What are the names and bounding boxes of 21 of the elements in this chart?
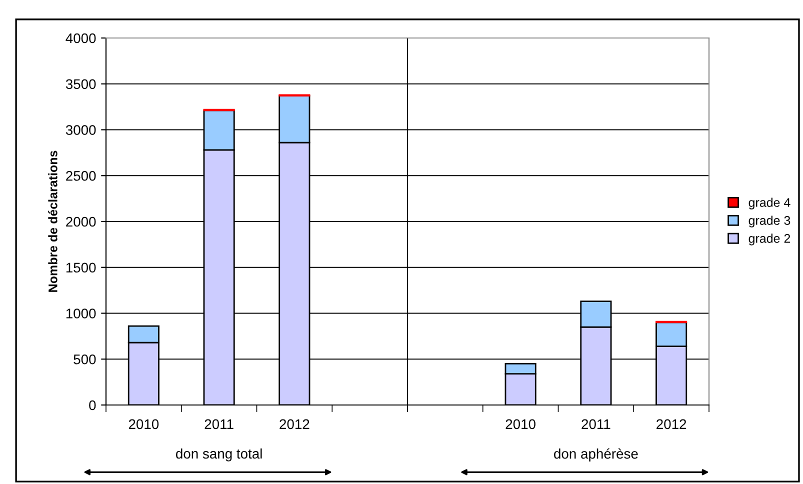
y-tick-label: 1500 — [66, 262, 96, 273]
y-tick-label: 500 — [74, 354, 96, 364]
x-tick-label: 2011 — [204, 419, 234, 430]
x-tick-label: 2012 — [280, 419, 310, 430]
x-tick-label: 2010 — [506, 419, 536, 430]
x-tick-label: 2010 — [128, 419, 159, 430]
y-tick-label: 1000 — [66, 308, 96, 318]
y-tick-label: 3500 — [66, 79, 96, 90]
y-axis-title: Nombre de déclarations — [48, 150, 58, 292]
y-tick-label: 2000 — [66, 216, 96, 227]
legend-label: grade 4 — [748, 198, 790, 210]
y-tick-label: 0 — [89, 400, 96, 410]
text: don sang total — [176, 448, 262, 462]
text: don aphérèse — [554, 448, 638, 462]
y-tick-label: 4000 — [66, 33, 96, 44]
y-tick-label: 2500 — [66, 170, 96, 181]
y-tick-label: 3000 — [66, 125, 96, 135]
legend-label: grade 2 — [748, 234, 790, 246]
x-tick-label: 2011 — [582, 419, 610, 430]
x-tick-label: 2012 — [656, 419, 686, 430]
legend-label: grade 3 — [748, 216, 790, 228]
